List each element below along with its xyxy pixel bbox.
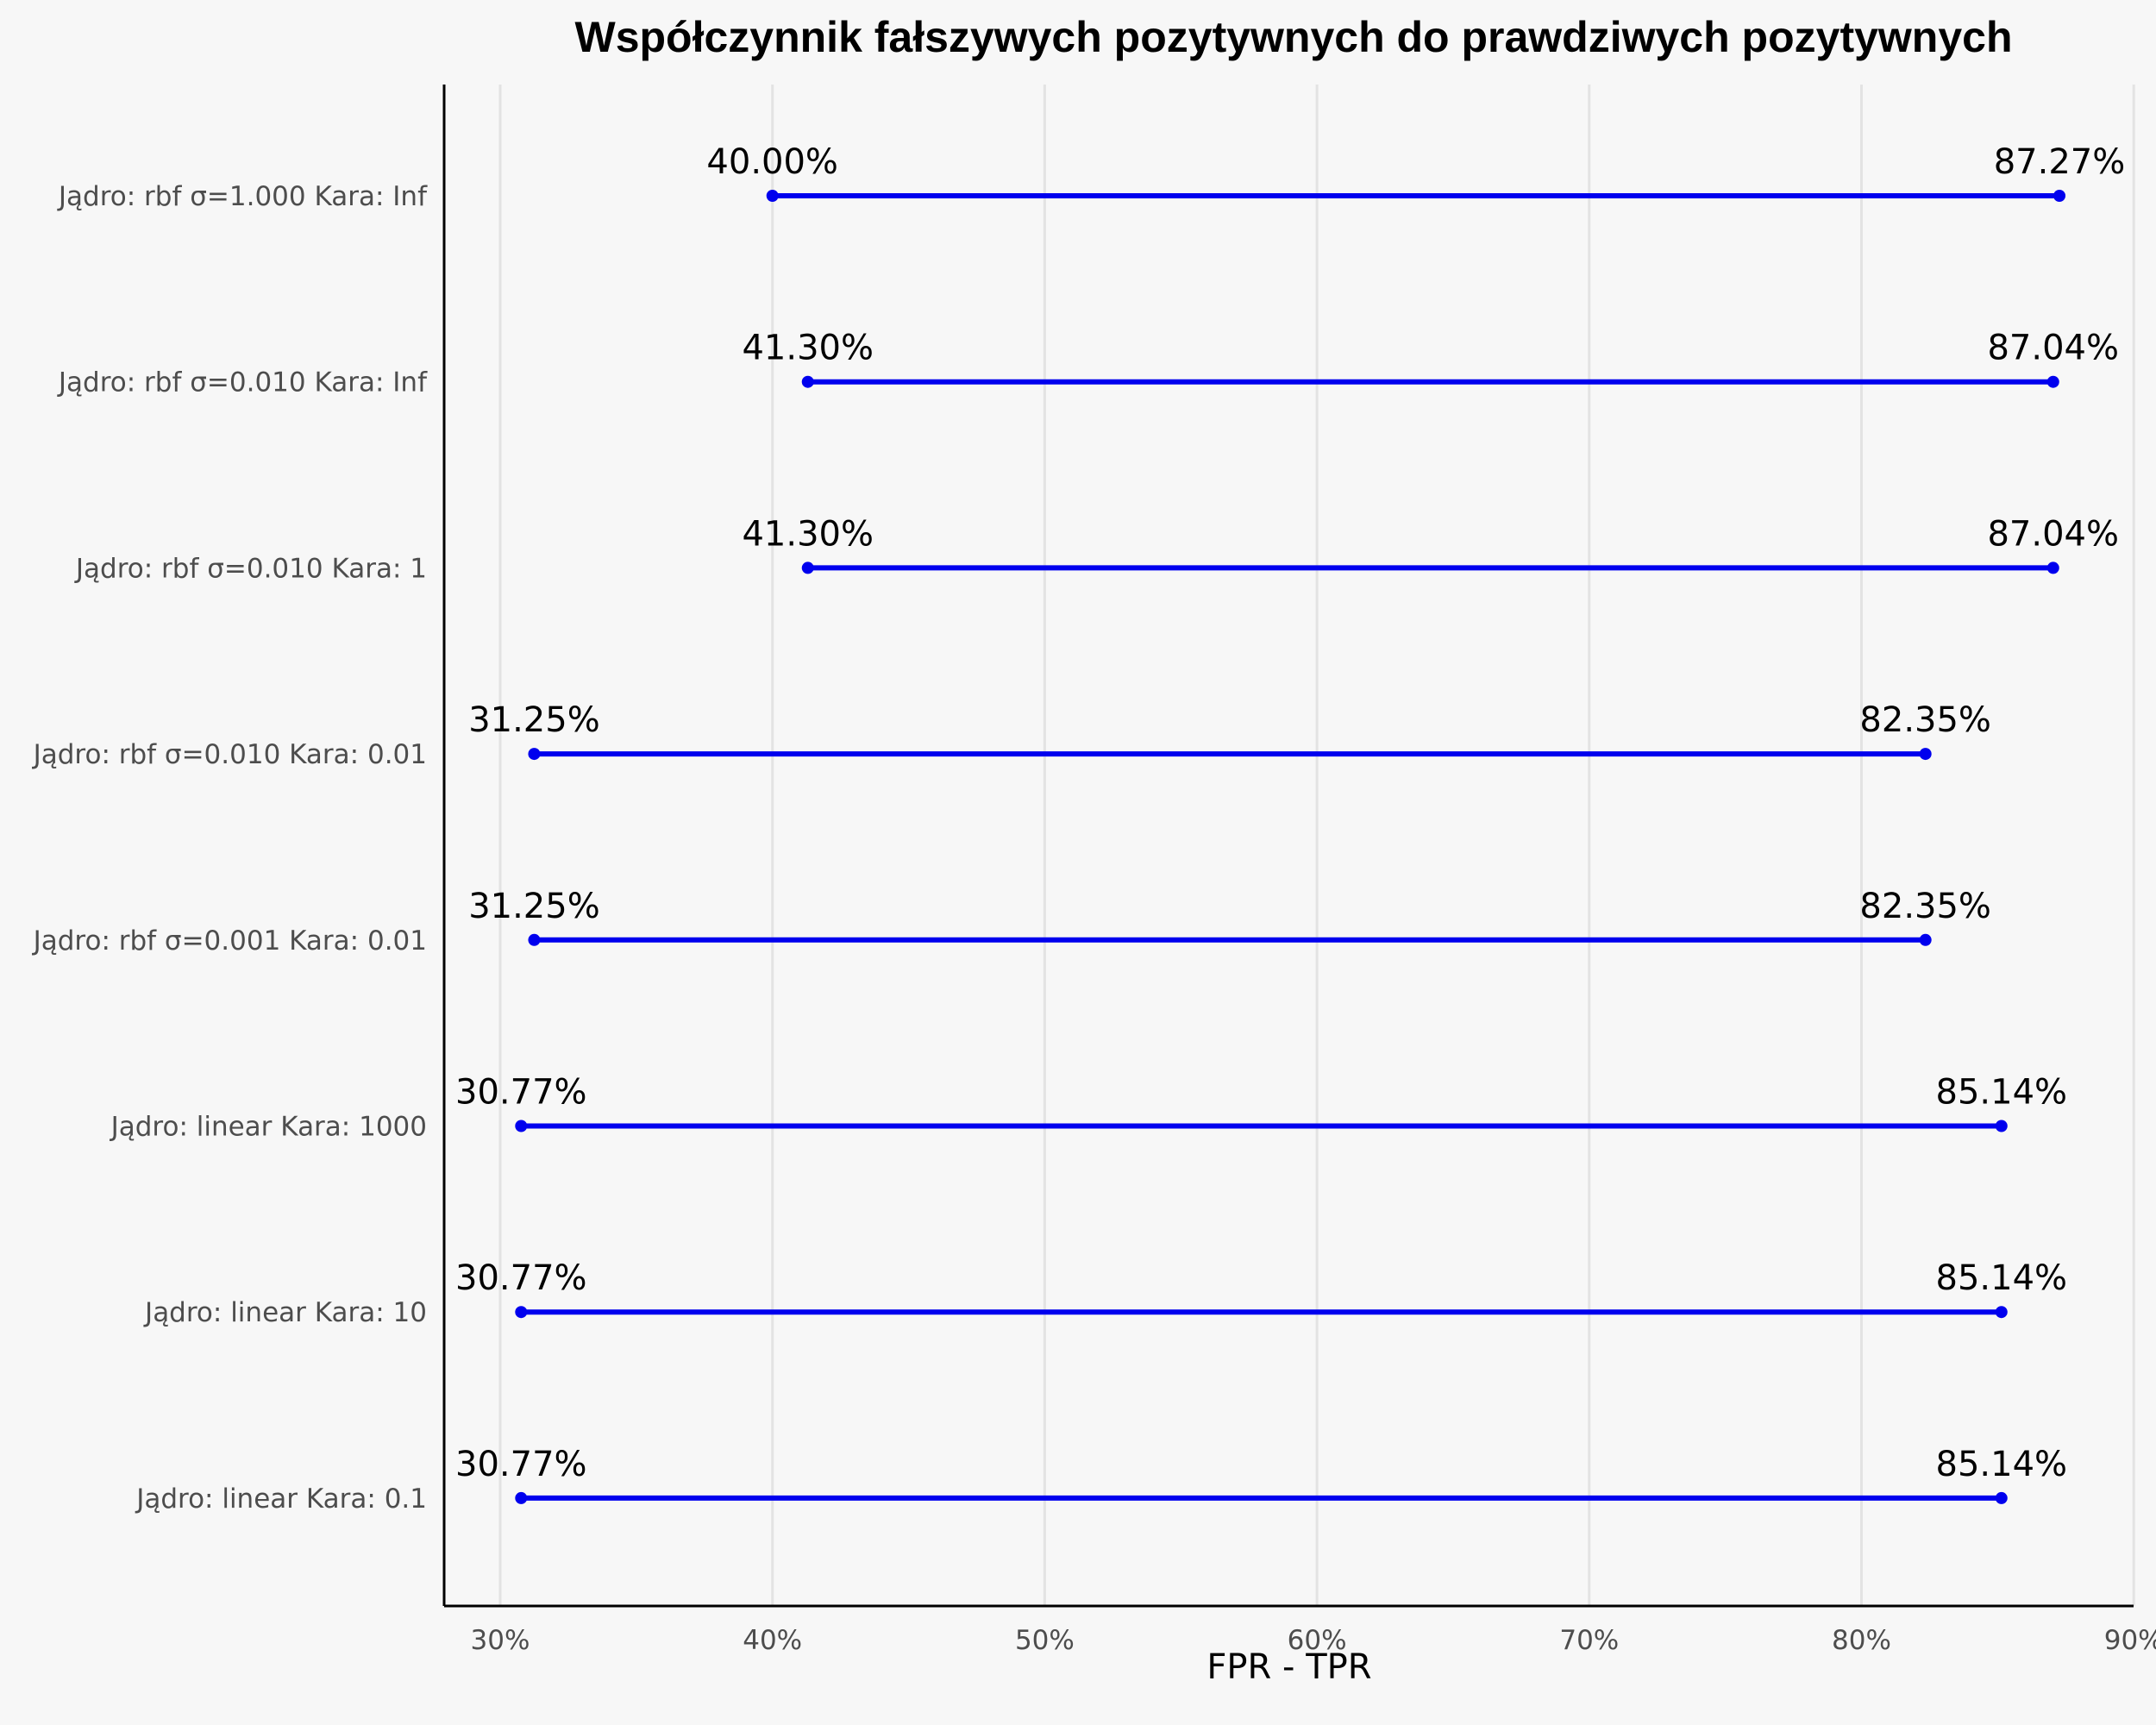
tpr-data-label: 85.14% xyxy=(1936,1258,2068,1298)
fpr-data-label: 41.30% xyxy=(742,514,874,554)
x-tick-label: 60% xyxy=(1288,1625,1347,1656)
tpr-point xyxy=(2053,190,2066,202)
category-label: Jądro: linear Kara: 10 xyxy=(143,1297,427,1328)
fpr-data-label: 31.25% xyxy=(468,700,600,740)
fpr-data-label: 30.77% xyxy=(455,1445,587,1484)
y-tick-labels: Jądro: rbf σ=1.000 Kara: Inf Jądro: rbf σ… xyxy=(32,181,428,1515)
category-label: Jądro: rbf σ=0.001 Kara: 0.01 xyxy=(32,925,427,957)
tpr-point xyxy=(1995,1120,2008,1132)
fpr-point xyxy=(528,933,541,946)
fpr-data-label: 41.30% xyxy=(742,329,874,368)
x-tick-labels: 30% 40% 50% 60% 70% 80% 90% xyxy=(471,1625,2156,1656)
category-label: Jądro: rbf σ=0.010 Kara: Inf xyxy=(57,367,428,398)
fpr-point xyxy=(766,190,779,202)
tpr-data-label: 87.27% xyxy=(1994,142,2126,182)
fpr-point xyxy=(515,1120,528,1132)
tpr-data-label: 87.04% xyxy=(1987,329,2119,368)
fpr-point xyxy=(515,1306,528,1319)
tpr-point xyxy=(1995,1491,2008,1504)
fpr-point xyxy=(528,748,541,761)
category-label: Jądro: rbf σ=1.000 Kara: Inf xyxy=(57,181,428,212)
x-tick-label: 40% xyxy=(743,1625,802,1656)
fpr-data-label: 30.77% xyxy=(455,1258,587,1298)
fpr-point xyxy=(801,375,814,388)
tpr-data-label: 87.04% xyxy=(1987,514,2119,554)
x-tick-label: 90% xyxy=(2104,1625,2156,1656)
fpr-data-label: 40.00% xyxy=(706,142,838,182)
tpr-point xyxy=(1919,933,1932,946)
category-label: Jądro: rbf σ=0.010 Kara: 1 xyxy=(74,553,427,584)
fpr-point xyxy=(801,561,814,574)
fpr-data-label: 30.77% xyxy=(455,1073,587,1113)
tpr-data-label: 82.35% xyxy=(1859,887,1991,926)
tpr-point xyxy=(1995,1306,2008,1319)
category-label: Jądro: linear Kara: 0.1 xyxy=(135,1484,427,1515)
category-label: Jądro: rbf σ=0.010 Kara: 0.01 xyxy=(32,739,427,770)
tpr-data-label: 82.35% xyxy=(1859,700,1991,740)
x-tick-label: 50% xyxy=(1015,1625,1075,1656)
x-tick-label: 70% xyxy=(1559,1625,1619,1656)
chart-title: Współczynnik fałszywych pozytywnych do p… xyxy=(575,13,2013,61)
dumbbell-marks: 40.00% 87.27% 41.30% 87.04% 41.30% 87.04% 31.2… xyxy=(455,142,2125,1504)
tpr-point xyxy=(2046,375,2059,388)
fpr-data-label: 31.25% xyxy=(468,887,600,926)
category-label: Jądro: linear Kara: 1000 xyxy=(110,1112,427,1143)
axes xyxy=(442,85,2134,1608)
tpr-point xyxy=(1919,748,1932,761)
x-axis-label: FPR - TPR xyxy=(1206,1647,1371,1687)
tpr-point xyxy=(2046,561,2059,574)
x-tick-label: 80% xyxy=(1832,1625,1891,1656)
x-tick-label: 30% xyxy=(471,1625,530,1656)
grid-lines xyxy=(498,85,2135,1606)
tpr-data-label: 85.14% xyxy=(1936,1073,2068,1113)
tpr-data-label: 85.14% xyxy=(1936,1445,2068,1484)
fpr-point xyxy=(515,1491,528,1504)
